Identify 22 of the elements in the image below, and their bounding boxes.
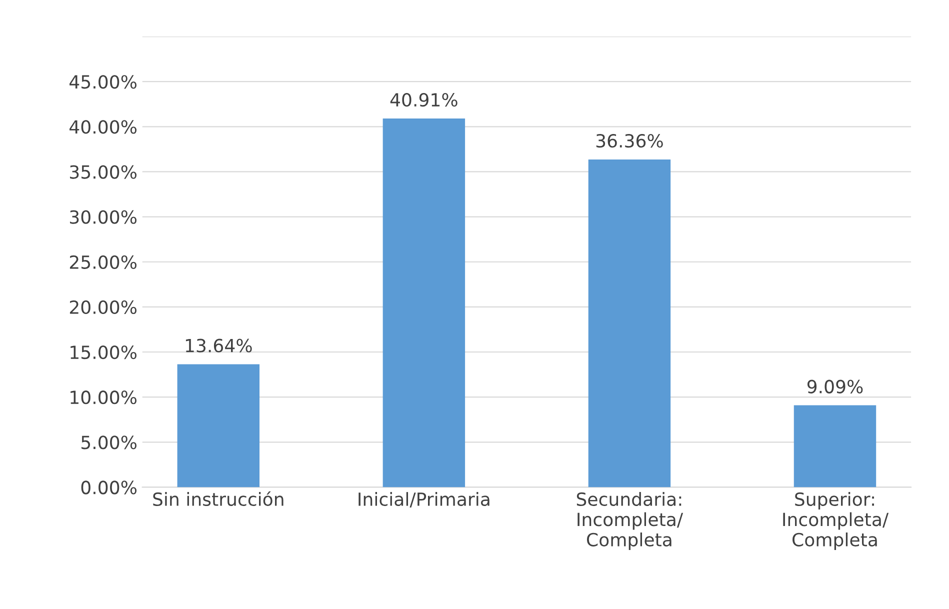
y-tick-label: 30.00% (70, 210, 136, 224)
y-tick-label: 5.00% (82, 436, 136, 450)
data-label: 40.91% (390, 92, 458, 107)
y-tick-label: 40.00% (70, 120, 136, 134)
bar (177, 364, 260, 488)
y-tick-label: 15.00% (70, 345, 136, 360)
data-label: 13.64% (186, 338, 252, 352)
x-tick-label: Inicial/Primaria (358, 492, 490, 508)
bar (794, 405, 876, 488)
bar (382, 118, 466, 488)
y-tick-label: 25.00% (70, 255, 136, 269)
y-tick-label: 10.00% (70, 390, 136, 404)
y-tick-label: 0.00% (81, 480, 136, 494)
y-tick-label: 45.00% (70, 75, 136, 89)
y-tick-label: 20.00% (70, 300, 136, 314)
data-label: 36.36% (596, 134, 663, 148)
data-label: 9.09% (807, 380, 863, 394)
x-tick-label: Secundaria: Incompleta/ Completa (576, 492, 684, 550)
x-tick-label: Superior: Incompleta/ Completa (783, 492, 889, 550)
x-tick-label: Sin instrucción (153, 491, 284, 506)
y-tick-label: 35.00% (70, 165, 136, 179)
bar (588, 159, 671, 488)
